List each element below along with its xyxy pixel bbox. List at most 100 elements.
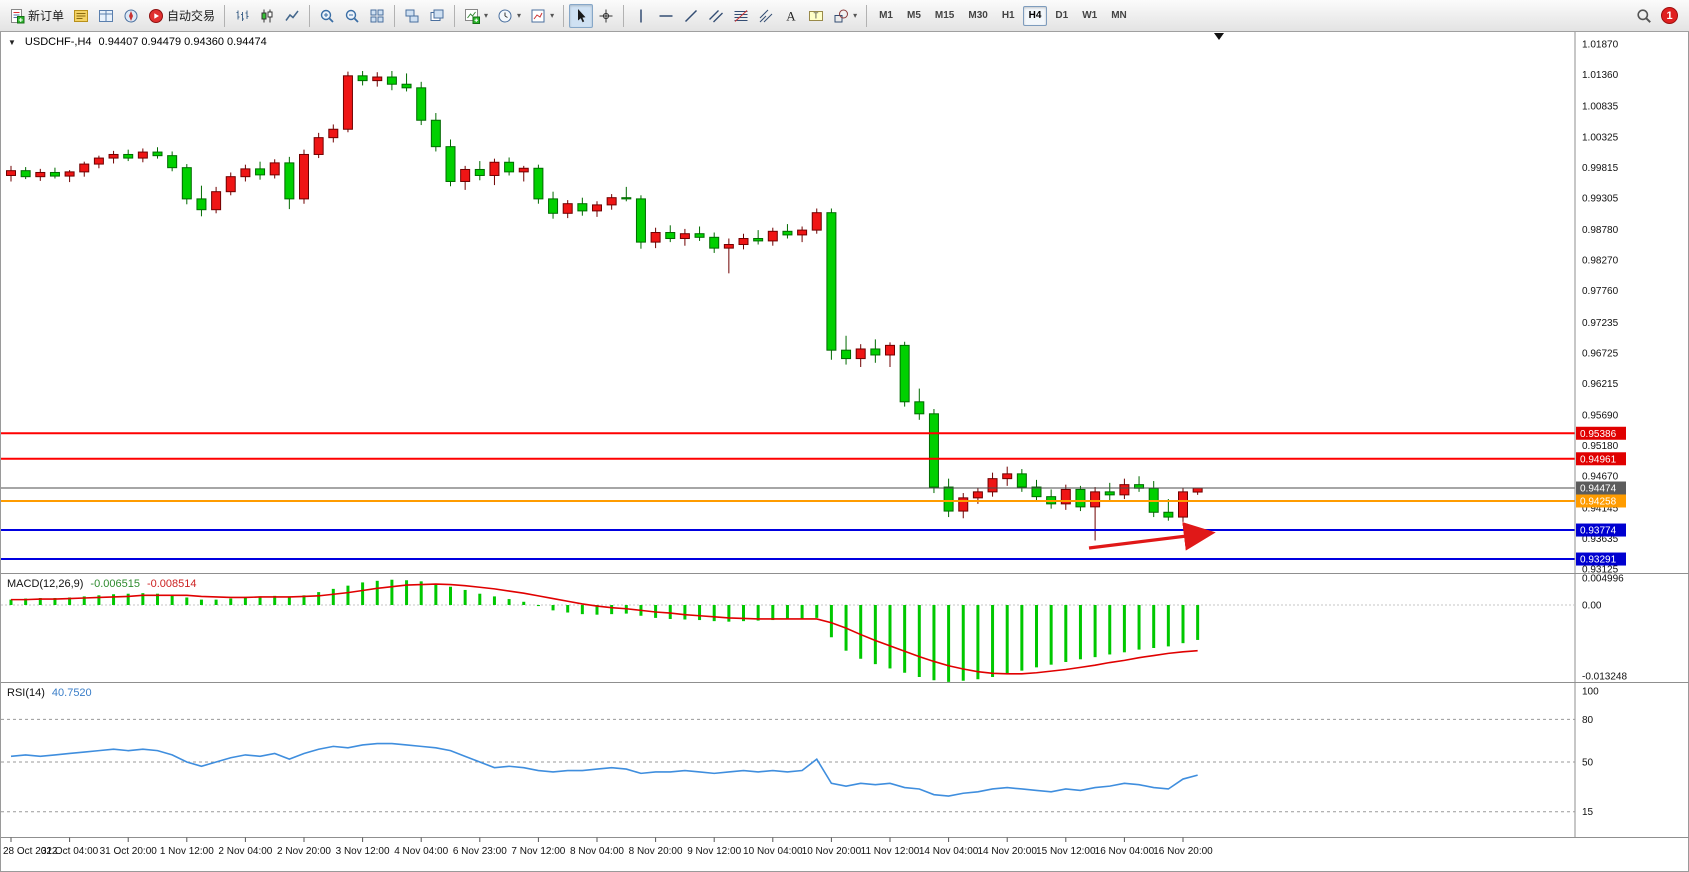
bar-chart-button[interactable]: [230, 4, 254, 28]
cascade-windows-button[interactable]: [425, 4, 449, 28]
timeframe-button-mn[interactable]: MN: [1105, 6, 1133, 26]
svg-text:0.95180: 0.95180: [1582, 441, 1619, 452]
navigator-icon: [123, 8, 139, 24]
trendline-button[interactable]: [679, 4, 703, 28]
new-order-button[interactable]: 新订单: [5, 4, 68, 28]
zoom-out-button[interactable]: [340, 4, 364, 28]
macd-signal-value: -0.008514: [146, 578, 197, 590]
toolbar-separator: [623, 4, 625, 27]
timeframe-button-d1[interactable]: D1: [1049, 6, 1074, 26]
svg-text:14 Nov 20:00: 14 Nov 20:00: [977, 846, 1037, 857]
svg-text:0.99305: 0.99305: [1582, 193, 1619, 204]
timeframe-button-m15[interactable]: M15: [929, 6, 960, 26]
auto-arrange-button[interactable]: [400, 4, 424, 28]
tile-windows-icon: [369, 8, 385, 24]
chart-canvas[interactable]: 1.01870 1.01360 1.00835 1.00325 0.99815 0.993…: [1, 32, 1689, 872]
svg-text:7 Nov 12:00: 7 Nov 12:00: [511, 846, 565, 857]
navigator-button[interactable]: [119, 4, 143, 28]
svg-text:15 Nov 12:00: 15 Nov 12:00: [1036, 846, 1096, 857]
shapes-icon: [833, 8, 849, 24]
new-order-button-label: 新订单: [28, 9, 65, 23]
autotrading-icon: [148, 8, 164, 24]
vertical-line-button[interactable]: [629, 4, 653, 28]
trend-arrow-annotation[interactable]: [1088, 522, 1216, 551]
line-chart-button[interactable]: [280, 4, 304, 28]
svg-text:0.99815: 0.99815: [1582, 163, 1619, 174]
equidistant-channel-button[interactable]: [704, 4, 728, 28]
svg-text:28 Oct 2022: 28 Oct 2022: [3, 846, 58, 857]
line-chart-icon: [284, 8, 300, 24]
pitchfork-icon: [758, 8, 774, 24]
svg-text:0.97760: 0.97760: [1582, 286, 1619, 297]
timeframe-button-m30[interactable]: M30: [962, 6, 993, 26]
horizontal-line-icon: [658, 8, 674, 24]
svg-text:0.94670: 0.94670: [1582, 472, 1619, 483]
chart-window: 1.01870 1.01360 1.00835 1.00325 0.99815 0.993…: [0, 32, 1689, 872]
timeframe-button-w1[interactable]: W1: [1076, 6, 1103, 26]
auto-arrange-icon: [404, 8, 420, 24]
clock-icon: [497, 8, 513, 24]
macd-histogram: [9, 579, 1200, 682]
svg-text:8 Nov 04:00: 8 Nov 04:00: [570, 846, 624, 857]
dropdown-arrow-icon[interactable]: ▾: [550, 11, 555, 20]
indicators-button[interactable]: ▾: [526, 4, 558, 28]
toolbar: 新订单 自动交易 ▾ ▾ ▾ A T ▾ M1 M5 M15 M30 H1 H4 D1 W1 MN 1: [0, 0, 1689, 32]
text-label-button[interactable]: T: [804, 4, 828, 28]
shapes-button[interactable]: ▾: [829, 4, 861, 28]
chart-shift-marker[interactable]: [1214, 33, 1224, 40]
timeframe-button-h1[interactable]: H1: [996, 6, 1021, 26]
rsi-line: [10, 742, 1198, 797]
market-watch-icon: [73, 8, 89, 24]
horizontal-line-button[interactable]: [654, 4, 678, 28]
trendline-icon: [683, 8, 699, 24]
new-order-icon: [9, 8, 25, 24]
bar-chart-icon: [234, 8, 250, 24]
svg-text:3 Nov 12:00: 3 Nov 12:00: [336, 846, 390, 857]
tile-windows-button[interactable]: [365, 4, 389, 28]
data-window-button[interactable]: [94, 4, 118, 28]
text-icon: A: [783, 8, 799, 24]
macd-main-value: -0.006515: [90, 578, 140, 590]
svg-text:10 Nov 04:00: 10 Nov 04:00: [743, 846, 803, 857]
crosshair-icon: [598, 8, 614, 24]
chart-collapse-icon[interactable]: ▼: [8, 38, 16, 47]
bid-price-line-price-tag: 0.94474: [1576, 481, 1626, 495]
svg-text:0.95690: 0.95690: [1582, 411, 1619, 422]
svg-text:T: T: [814, 11, 819, 20]
svg-text:0.93635: 0.93635: [1582, 534, 1619, 545]
dropdown-arrow-icon[interactable]: ▾: [484, 11, 489, 20]
cursor-button[interactable]: [569, 3, 594, 28]
rsi-indicator-label: RSI(14) 40.7520: [7, 687, 92, 699]
svg-text:0.95386: 0.95386: [1580, 429, 1617, 440]
resistance-line-2-price-tag: 0.94961: [1576, 452, 1626, 466]
svg-text:31 Oct 04:00: 31 Oct 04:00: [41, 846, 99, 857]
search-icon: [1636, 8, 1652, 24]
autotrading-button-label: 自动交易: [167, 9, 216, 23]
zoom-in-button[interactable]: [315, 4, 339, 28]
candlestick-button[interactable]: [255, 4, 279, 28]
autotrading-button[interactable]: 自动交易: [144, 4, 219, 28]
dropdown-arrow-icon[interactable]: ▾: [853, 11, 858, 20]
svg-text:1.01870: 1.01870: [1582, 40, 1619, 51]
svg-text:2 Nov 20:00: 2 Nov 20:00: [277, 846, 331, 857]
timeframe-button-h4[interactable]: H4: [1022, 5, 1048, 26]
fibonacci-button[interactable]: [729, 4, 753, 28]
text-label-icon: T: [808, 8, 824, 24]
template-icon: [530, 8, 546, 24]
svg-text:-0.013248: -0.013248: [1582, 672, 1627, 683]
timeframe-button-m1[interactable]: M1: [873, 6, 899, 26]
profiles-button[interactable]: ▾: [493, 4, 525, 28]
new-chart-button[interactable]: ▾: [460, 4, 492, 28]
text-button[interactable]: A: [779, 4, 803, 28]
search-button[interactable]: [1632, 4, 1656, 28]
notification-badge[interactable]: 1: [1661, 7, 1678, 24]
andrews-pitchfork-button[interactable]: [754, 4, 778, 28]
svg-text:1.01360: 1.01360: [1582, 70, 1619, 81]
market-watch-button[interactable]: [69, 4, 93, 28]
svg-text:0.98780: 0.98780: [1582, 225, 1619, 236]
svg-text:11 Nov 12:00: 11 Nov 12:00: [861, 846, 920, 857]
crosshair-button[interactable]: [594, 4, 618, 28]
dropdown-arrow-icon[interactable]: ▾: [517, 11, 522, 20]
timeframe-button-m5[interactable]: M5: [901, 6, 927, 26]
